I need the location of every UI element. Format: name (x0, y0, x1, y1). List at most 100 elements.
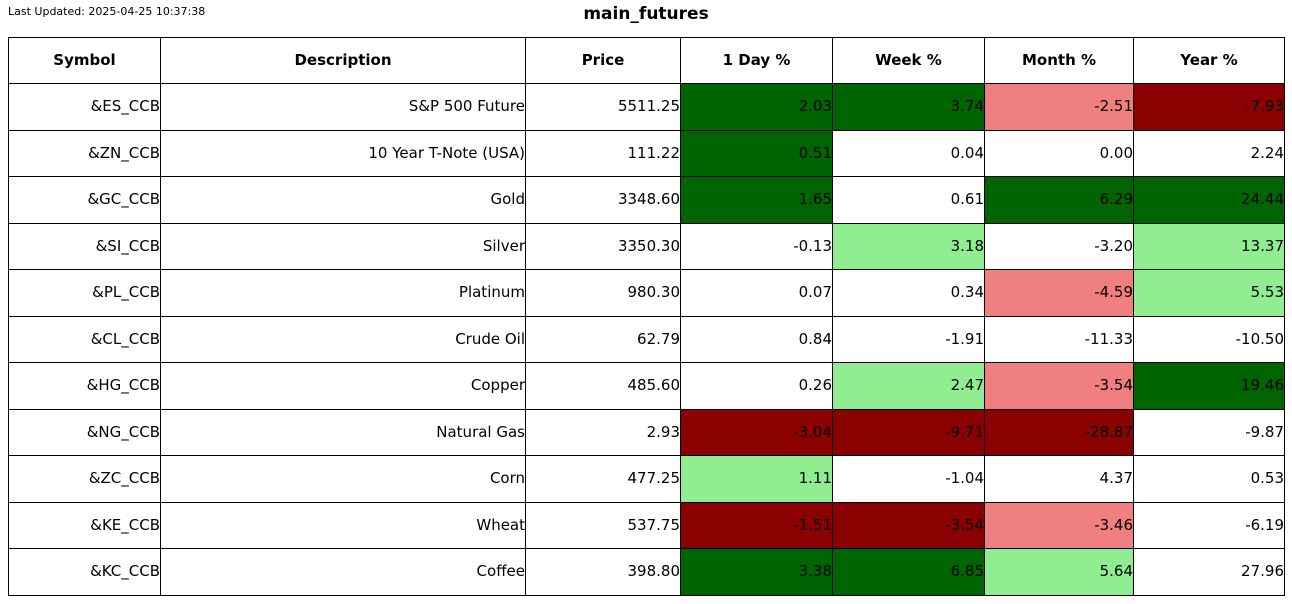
day-pct-cell: 0.07 (680, 269, 833, 317)
description-cell: 10 Year T-Note (USA) (160, 129, 526, 177)
month-pct-cell: 0.00 (984, 129, 1134, 177)
description-cell: Gold (160, 176, 526, 224)
table-row-cl-ccb: &CL_CCB Crude Oil 62.79 0.84 -1.91 -11.33 -10.… (8, 315, 1285, 363)
year-pct-cell: -7.93 (1133, 83, 1285, 131)
description-cell: Coffee (160, 548, 526, 596)
month-pct-cell: 5.64 (984, 548, 1134, 596)
table-row-pl-ccb: &PL_CCB Platinum 980.30 0.07 0.34 -4.59 5.53 (8, 269, 1285, 317)
description-cell: Natural Gas (160, 408, 526, 456)
price-cell: 62.79 (525, 315, 681, 363)
description-cell: Crude Oil (160, 315, 526, 363)
price-cell: 2.93 (525, 408, 681, 456)
year-pct-cell: 27.96 (1133, 548, 1285, 596)
column-header-price: Price (525, 37, 681, 84)
description-cell: Corn (160, 455, 526, 503)
year-pct-cell: 5.53 (1133, 269, 1285, 317)
price-cell: 398.80 (525, 548, 681, 596)
month-pct-cell: 6.29 (984, 176, 1134, 224)
week-pct-cell: -9.71 (832, 408, 985, 456)
price-cell: 3348.60 (525, 176, 681, 224)
symbol-cell: &CL_CCB (8, 315, 161, 363)
table-row-kc-ccb: &KC_CCB Coffee 398.80 3.38 6.85 5.64 27.96 (8, 548, 1285, 596)
column-header-symbol: Symbol (8, 37, 161, 84)
futures-table: Symbol Description Price 1 Day % Week % Month… (8, 37, 1285, 596)
month-pct-cell: 4.37 (984, 455, 1134, 503)
table-row-es-ccb: &ES_CCB S&P 500 Future 5511.25 2.03 3.74 -2.5… (8, 83, 1285, 131)
table-row-zn-ccb: &ZN_CCB 10 Year T-Note (USA) 111.22 0.51 0.0… (8, 129, 1285, 177)
month-pct-cell: -3.20 (984, 222, 1134, 270)
day-pct-cell: 0.84 (680, 315, 833, 363)
year-pct-cell: 13.37 (1133, 222, 1285, 270)
table-row-zc-ccb: &ZC_CCB Corn 477.25 1.11 -1.04 4.37 0.53 (8, 455, 1285, 503)
year-pct-cell: -10.50 (1133, 315, 1285, 363)
page-title: main_futures (583, 4, 709, 24)
price-cell: 111.22 (525, 129, 681, 177)
price-cell: 5511.25 (525, 83, 681, 131)
price-cell: 3350.30 (525, 222, 681, 270)
month-pct-cell: -4.59 (984, 269, 1134, 317)
description-cell: Silver (160, 222, 526, 270)
day-pct-cell: -3.04 (680, 408, 833, 456)
column-header-week: Week % (832, 37, 985, 84)
day-pct-cell: 2.03 (680, 83, 833, 131)
year-pct-cell: 24.44 (1133, 176, 1285, 224)
table-row-ke-ccb: &KE_CCB Wheat 537.75 -1.51 -3.54 -3.46 -6.19 (8, 501, 1285, 549)
week-pct-cell: 0.04 (832, 129, 985, 177)
column-header-month: Month % (984, 37, 1134, 84)
month-pct-cell: -3.46 (984, 501, 1134, 549)
table-row-ng-ccb: &NG_CCB Natural Gas 2.93 -3.04 -9.71 -28.87 -9… (8, 408, 1285, 456)
last-updated-label: Last Updated: 2025-04-25 10:37:38 (8, 5, 206, 18)
description-cell: Wheat (160, 501, 526, 549)
week-pct-cell: 3.74 (832, 83, 985, 131)
symbol-cell: &KE_CCB (8, 501, 161, 549)
week-pct-cell: -3.54 (832, 501, 985, 549)
table-row-hg-ccb: &HG_CCB Copper 485.60 0.26 2.47 -3.54 19.46 (8, 362, 1285, 410)
year-pct-cell: 19.46 (1133, 362, 1285, 410)
column-header-year: Year % (1133, 37, 1285, 84)
month-pct-cell: -3.54 (984, 362, 1134, 410)
week-pct-cell: 3.18 (832, 222, 985, 270)
symbol-cell: &ZN_CCB (8, 129, 161, 177)
description-cell: S&P 500 Future (160, 83, 526, 131)
column-header-description: Description (160, 37, 526, 84)
day-pct-cell: -0.13 (680, 222, 833, 270)
symbol-cell: &ES_CCB (8, 83, 161, 131)
price-cell: 980.30 (525, 269, 681, 317)
symbol-cell: &HG_CCB (8, 362, 161, 410)
year-pct-cell: -9.87 (1133, 408, 1285, 456)
day-pct-cell: 3.38 (680, 548, 833, 596)
price-cell: 477.25 (525, 455, 681, 503)
year-pct-cell: 0.53 (1133, 455, 1285, 503)
week-pct-cell: 0.34 (832, 269, 985, 317)
week-pct-cell: 0.61 (832, 176, 985, 224)
symbol-cell: &PL_CCB (8, 269, 161, 317)
price-cell: 485.60 (525, 362, 681, 410)
day-pct-cell: 1.65 (680, 176, 833, 224)
week-pct-cell: 2.47 (832, 362, 985, 410)
year-pct-cell: -6.19 (1133, 501, 1285, 549)
price-cell: 537.75 (525, 501, 681, 549)
day-pct-cell: 0.51 (680, 129, 833, 177)
table-row-si-ccb: &SI_CCB Silver 3350.30 -0.13 3.18 -3.20 13.37 (8, 222, 1285, 270)
table-body: &ES_CCB S&P 500 Future 5511.25 2.03 3.74 -2.5… (8, 83, 1285, 596)
table-row-gc-ccb: &GC_CCB Gold 3348.60 1.65 0.61 6.29 24.44 (8, 176, 1285, 224)
column-header-1-day: 1 Day % (680, 37, 833, 84)
description-cell: Platinum (160, 269, 526, 317)
symbol-cell: &ZC_CCB (8, 455, 161, 503)
day-pct-cell: 1.11 (680, 455, 833, 503)
week-pct-cell: -1.04 (832, 455, 985, 503)
header-row: Symbol Description Price 1 Day % Week % Month… (8, 37, 1285, 84)
week-pct-cell: -1.91 (832, 315, 985, 363)
day-pct-cell: 0.26 (680, 362, 833, 410)
month-pct-cell: -11.33 (984, 315, 1134, 363)
symbol-cell: &NG_CCB (8, 408, 161, 456)
year-pct-cell: 2.24 (1133, 129, 1285, 177)
symbol-cell: &KC_CCB (8, 548, 161, 596)
day-pct-cell: -1.51 (680, 501, 833, 549)
symbol-cell: &SI_CCB (8, 222, 161, 270)
week-pct-cell: 6.85 (832, 548, 985, 596)
symbol-cell: &GC_CCB (8, 176, 161, 224)
description-cell: Copper (160, 362, 526, 410)
month-pct-cell: -28.87 (984, 408, 1134, 456)
